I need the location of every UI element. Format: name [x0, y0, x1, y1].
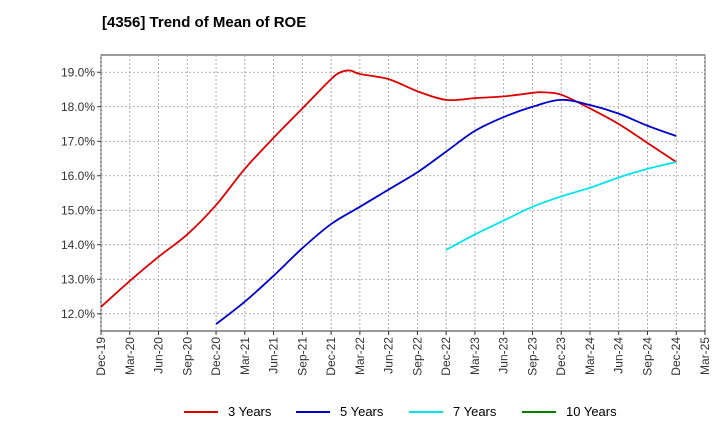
x-tick-label: Jun-21	[267, 337, 281, 374]
x-tick-label: Jun-23	[497, 337, 511, 374]
chart-title: [4356] Trend of Mean of ROE	[102, 14, 307, 31]
x-tick-label: Sep-24	[640, 337, 654, 376]
legend-label-10-years: 10 Years	[566, 404, 617, 419]
y-tick-label: 14.0%	[61, 238, 95, 252]
legend-label-7-years: 7 Years	[453, 404, 497, 419]
legend-item-10-years: 10 Years	[522, 404, 617, 419]
x-tick-label: Dec-24	[669, 337, 683, 376]
legend-swatch-7-years	[409, 410, 443, 413]
gridlines	[100, 55, 706, 331]
y-tick-label: 15.0%	[61, 203, 95, 217]
x-tick-label: Mar-25	[698, 337, 712, 375]
y-tick-label: 12.0%	[61, 307, 95, 321]
legend-label-5-years: 5 Years	[340, 404, 384, 419]
legend-label-3-years: 3 Years	[228, 404, 272, 419]
y-axis-ticks: 12.0% 13.0% 14.0% 15.0% 16.0% 17.0% 18.0% 19.0%	[61, 65, 101, 321]
legend-swatch-10-years	[522, 410, 556, 413]
x-tick-label: Mar-24	[583, 337, 597, 375]
legend-item-5-years: 5 Years	[296, 404, 383, 419]
series-line-5-years	[215, 98, 677, 325]
series-line-3-years	[100, 69, 677, 308]
legend-swatch-3-years	[184, 410, 218, 413]
y-tick-label: 17.0%	[61, 134, 95, 148]
x-tick-label: Mar-20	[123, 337, 137, 375]
x-tick-label: Jun-20	[152, 337, 166, 374]
x-tick-label: Dec-19	[94, 337, 108, 376]
x-tick-label: Dec-21	[324, 337, 338, 376]
legend-item-3-years: 3 Years	[184, 404, 271, 419]
plot-area	[100, 54, 706, 332]
x-tick-label: Sep-22	[410, 337, 424, 376]
y-tick-label: 13.0%	[61, 272, 95, 286]
x-tick-label: Sep-21	[295, 337, 309, 376]
x-tick-label: Mar-21	[238, 337, 252, 375]
legend-swatch-5-years	[296, 410, 330, 413]
x-tick-label: Dec-20	[209, 337, 223, 376]
x-tick-label: Dec-22	[439, 337, 453, 376]
y-tick-label: 19.0%	[61, 65, 95, 79]
series-lines	[100, 69, 677, 325]
x-tick-label: Dec-23	[554, 337, 568, 376]
x-tick-label: Jun-24	[612, 337, 626, 374]
x-axis-ticks: Dec-19 Mar-20 Jun-20 Sep-20 Dec-20 Mar-21 Jun-…	[94, 331, 712, 376]
x-tick-label: Jun-22	[382, 337, 396, 374]
legend-item-7-years: 7 Years	[409, 404, 496, 419]
x-tick-label: Sep-20	[180, 337, 194, 376]
x-tick-label: Sep-23	[525, 337, 539, 376]
y-tick-label: 18.0%	[61, 100, 95, 114]
y-tick-label: 16.0%	[61, 169, 95, 183]
series-line-7-years	[445, 161, 677, 251]
x-tick-label: Mar-22	[353, 337, 367, 375]
x-tick-label: Mar-23	[468, 337, 482, 375]
legend: 3 Years 5 Years 7 Years 10 Years	[0, 404, 720, 426]
